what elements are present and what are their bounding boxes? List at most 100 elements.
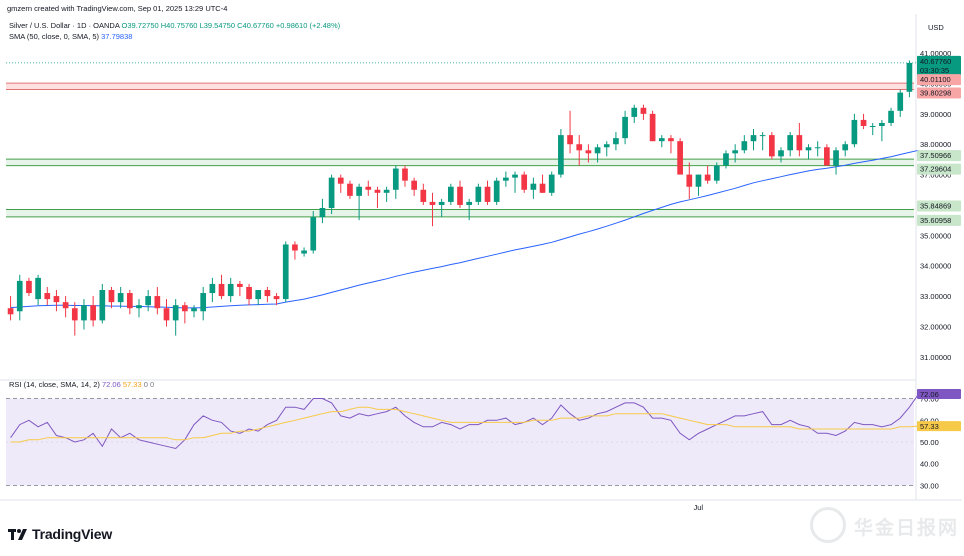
candle[interactable] — [337, 174, 344, 193]
candle[interactable] — [282, 241, 289, 303]
candle[interactable] — [503, 171, 509, 187]
candle[interactable] — [26, 277, 32, 297]
candle[interactable] — [869, 122, 876, 136]
candle[interactable] — [879, 119, 885, 142]
candle[interactable] — [438, 198, 445, 218]
candle[interactable] — [310, 211, 317, 254]
candle[interactable] — [136, 299, 142, 318]
candle[interactable] — [741, 135, 748, 154]
candle[interactable] — [35, 274, 41, 306]
candle[interactable] — [888, 107, 894, 126]
candle[interactable] — [420, 183, 427, 205]
candle[interactable] — [622, 110, 628, 145]
candle[interactable] — [429, 192, 436, 227]
candle[interactable] — [246, 283, 252, 306]
candle[interactable] — [649, 110, 656, 142]
candle[interactable] — [90, 296, 96, 327]
candle[interactable] — [833, 147, 839, 175]
candle[interactable] — [548, 171, 555, 196]
candle[interactable] — [347, 180, 353, 199]
candle[interactable] — [163, 299, 170, 327]
candle[interactable] — [392, 165, 399, 199]
candle[interactable] — [567, 110, 573, 154]
candle[interactable] — [539, 174, 546, 193]
candle[interactable] — [255, 290, 262, 306]
candle[interactable] — [71, 302, 78, 336]
candle[interactable] — [521, 171, 528, 193]
rsi-legend[interactable]: RSI (14, close, SMA, 14, 2) 72.06 57.33 … — [9, 380, 154, 389]
candle[interactable] — [301, 247, 307, 257]
candle[interactable] — [53, 290, 60, 312]
candle[interactable] — [723, 150, 729, 169]
candle[interactable] — [530, 177, 537, 199]
candle[interactable] — [81, 299, 87, 330]
candle[interactable] — [328, 174, 335, 215]
candle[interactable] — [851, 113, 858, 148]
candle[interactable] — [750, 129, 757, 151]
candle[interactable] — [475, 183, 482, 205]
candle[interactable] — [126, 290, 133, 315]
candle[interactable] — [906, 60, 913, 98]
sma-legend[interactable]: SMA (50, close, 0, SMA, 5) 37.79838 — [9, 32, 132, 41]
candle[interactable] — [842, 141, 849, 157]
candle[interactable] — [7, 296, 14, 321]
candle[interactable] — [613, 132, 619, 151]
candle[interactable] — [374, 186, 381, 208]
candle[interactable] — [209, 277, 216, 303]
candle[interactable] — [172, 299, 179, 336]
candle[interactable] — [447, 183, 454, 205]
candle[interactable] — [237, 280, 243, 297]
candle[interactable] — [603, 141, 610, 157]
candle[interactable] — [264, 286, 271, 303]
candle[interactable] — [319, 198, 326, 224]
candle[interactable] — [594, 144, 601, 163]
candle[interactable] — [273, 293, 280, 306]
candle[interactable] — [145, 290, 152, 312]
candle[interactable] — [365, 180, 372, 196]
candle[interactable] — [99, 283, 106, 324]
candle[interactable] — [411, 177, 417, 196]
candle[interactable] — [860, 113, 867, 130]
candle[interactable] — [814, 141, 821, 157]
candle[interactable] — [44, 286, 51, 306]
candle[interactable] — [356, 183, 362, 221]
candle[interactable] — [191, 305, 197, 318]
candle[interactable] — [457, 180, 463, 208]
candle[interactable] — [631, 104, 638, 123]
candle[interactable] — [493, 177, 500, 205]
candle[interactable] — [787, 132, 794, 157]
candle[interactable] — [768, 132, 775, 160]
candle[interactable] — [512, 171, 518, 193]
candle[interactable] — [484, 180, 491, 205]
candle[interactable] — [658, 135, 665, 148]
candle[interactable] — [154, 286, 161, 315]
candle[interactable] — [824, 144, 830, 166]
candle[interactable] — [402, 165, 408, 187]
candle[interactable] — [732, 144, 738, 163]
candle[interactable] — [759, 132, 766, 151]
candle[interactable] — [640, 104, 647, 120]
candle[interactable] — [16, 274, 23, 321]
candle[interactable] — [466, 198, 473, 221]
candle[interactable] — [200, 286, 207, 321]
candle[interactable] — [576, 135, 583, 166]
candle[interactable] — [117, 286, 124, 309]
candle[interactable] — [383, 186, 390, 202]
candle[interactable] — [778, 147, 784, 163]
candle[interactable] — [585, 144, 592, 163]
candle[interactable] — [108, 286, 115, 309]
candle[interactable] — [227, 277, 234, 303]
candle[interactable] — [713, 162, 720, 184]
candle[interactable] — [668, 135, 674, 154]
candle[interactable] — [686, 162, 693, 199]
candle[interactable] — [805, 144, 812, 160]
candle[interactable] — [897, 89, 904, 117]
candle[interactable] — [704, 165, 711, 184]
candle[interactable] — [218, 274, 225, 300]
candle[interactable] — [695, 174, 702, 196]
tradingview-logo[interactable]: TradingView — [8, 526, 112, 542]
candle[interactable] — [292, 241, 298, 260]
candle[interactable] — [796, 122, 803, 157]
candle[interactable] — [677, 138, 683, 175]
